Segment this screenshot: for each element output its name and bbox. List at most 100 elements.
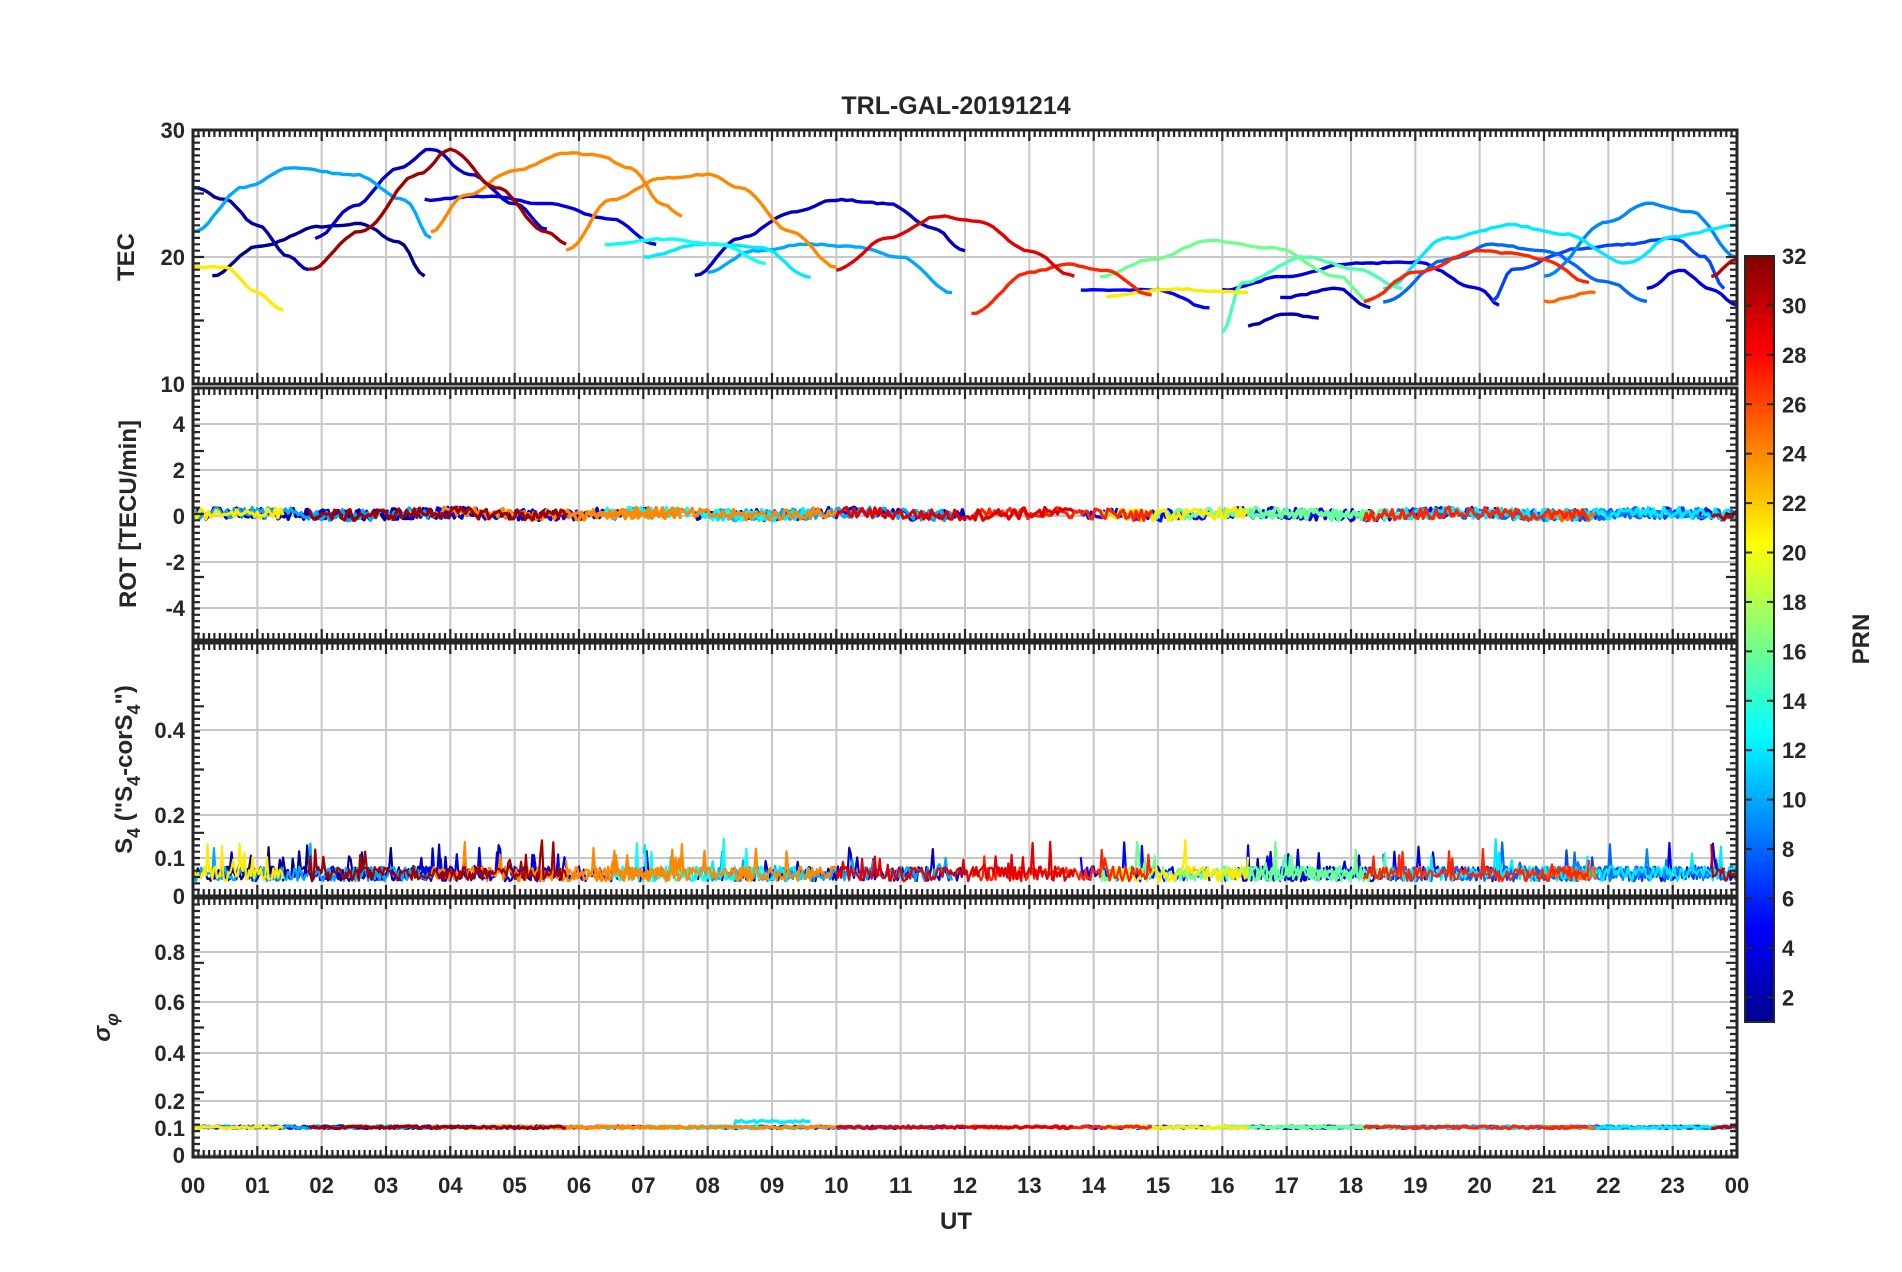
rot-series-prn-27 (970, 506, 1154, 522)
tec-series-prn-27 (1363, 248, 1590, 304)
colorbar-tick-label: 4 (1782, 936, 1795, 961)
colorbar-tick-label: 24 (1782, 442, 1807, 467)
y-axis-label-s4: S4 ("S4-corS4") (111, 685, 144, 854)
s4-series-prn-30 (1710, 844, 1738, 882)
y-tick-label: 30 (161, 118, 185, 143)
tec-series-prn-24 (430, 151, 683, 234)
x-tick-label: 20 (1467, 1173, 1491, 1198)
tec-series-prn-2 (1247, 312, 1319, 328)
series-group-s4 (192, 837, 1739, 883)
panel-rot: -4 -2 0 2 4 ROT [TECU/min] (115, 386, 1739, 642)
sigma_phi-series-prn-27 (1362, 1124, 1589, 1131)
y-tick-label: 0.6 (154, 990, 185, 1015)
colorbar-tick-label: 2 (1782, 985, 1794, 1010)
colorbar-tick-label: 6 (1782, 886, 1794, 911)
rot-series-prn-27 (1362, 505, 1590, 523)
x-axis-label: UT (940, 1208, 972, 1235)
panel-s4: 0 0.1 0.2 0.4 S4 ("S4-corS4") (111, 641, 1739, 909)
y-tick-label: 0 (173, 504, 185, 529)
x-tick-label: 00 (1725, 1173, 1749, 1198)
tec-series-prn-10 (707, 241, 953, 295)
sigma_phi-series-prn-29 (835, 1124, 1074, 1131)
y-tick-label: 0 (173, 884, 185, 909)
rot-series-prn-31 (307, 505, 568, 522)
tec-series-prn-27 (971, 262, 1152, 316)
x-tick-label: 09 (760, 1173, 784, 1198)
axis-minor-ticks (191, 641, 1739, 898)
sigma_phi-series-prn-30 (1711, 1124, 1739, 1131)
y-tick-label: -4 (165, 596, 185, 621)
tec-series-prn-21 (192, 264, 284, 312)
colorbar-tick-label: 28 (1782, 343, 1806, 368)
y-tick-label: 4 (173, 412, 186, 437)
x-tick-label: 00 (181, 1173, 205, 1198)
y-tick-label: 0.4 (154, 718, 185, 743)
tec-series-prn-4 (1646, 268, 1738, 307)
colorbar-tick-label: 12 (1782, 738, 1806, 763)
x-tick-label: 06 (567, 1173, 591, 1198)
colorbar-tick-label: 14 (1782, 689, 1807, 714)
x-tick-label: 16 (1210, 1173, 1234, 1198)
tec-series-prn-31 (308, 147, 567, 271)
axis-minor-ticks (191, 896, 1739, 1159)
y-axis-label-tec: TEC (113, 233, 140, 281)
y-tick-label: 0.4 (154, 1041, 185, 1066)
tec-series-prn-16 (1099, 238, 1371, 304)
tec-series-prn-3 (1280, 286, 1371, 310)
series-group-sigma_phi (192, 1118, 1739, 1131)
series-group-rot (191, 505, 1739, 523)
axis-minor-ticks (191, 386, 1739, 642)
tec-series-prn-12 (1382, 222, 1737, 291)
colorbar-tick-label: 22 (1782, 491, 1806, 516)
x-tick-label: 22 (1596, 1173, 1620, 1198)
chart-title: TRL-GAL-20191214 (841, 92, 1070, 120)
panel-tec: 10 20 30 TEC (113, 118, 1739, 397)
y-tick-label: 0.2 (154, 1089, 185, 1114)
x-tick-label: 18 (1339, 1173, 1363, 1198)
y-tick-label: 0.1 (154, 846, 185, 871)
tec-series-prn-21 (1106, 287, 1249, 299)
tec-series-prn-13 (604, 237, 766, 266)
tec-series-prn-29 (835, 214, 1075, 278)
rot-series-prn-16 (1099, 505, 1371, 523)
series-group-tec (192, 147, 1738, 334)
rot-series-prn-24 (565, 505, 838, 522)
y-axis-label-sigma_phi: σφ (89, 1013, 122, 1042)
colorbar-tick-label: 32 (1782, 244, 1806, 269)
x-tick-label: 01 (245, 1173, 269, 1198)
x-tick-label: 03 (374, 1173, 398, 1198)
colorbar-tick-label: 20 (1782, 541, 1806, 566)
rot-series-prn-21 (1104, 506, 1250, 523)
s4-series-prn-29 (835, 840, 1076, 883)
tec-series-prn-24 (565, 172, 837, 269)
y-tick-label: 20 (161, 245, 185, 270)
y-tick-label: 0.2 (154, 803, 185, 828)
colorbar-label: PRN (1848, 614, 1875, 665)
s4-series-prn-31 (307, 839, 568, 882)
s4-series-prn-24 (565, 843, 838, 883)
y-tick-label: 2 (173, 458, 185, 483)
tec-series-prn-3 (314, 147, 548, 241)
panel-sigma_phi: 00.10.2 0.4 0.6 0.8 σφ (89, 896, 1739, 1168)
y-tick-label: -2 (165, 550, 185, 575)
x-tick-label: 21 (1532, 1173, 1556, 1198)
y-tick-label: 0 (173, 1143, 185, 1168)
x-tick-labels: 00 01 02 03 04 05 06 07 08 09 10 11 12 13 14 15 16 17 18 19… (181, 1173, 1749, 1198)
tec-series-prn-2 (192, 185, 310, 272)
tec-series-prn-4 (1222, 260, 1500, 307)
x-tick-label: 19 (1403, 1173, 1427, 1198)
colorbar-tick-label: 26 (1782, 392, 1806, 417)
sigma_phi-series-prn-24 (565, 1124, 837, 1131)
s4-series-prn-27 (1362, 847, 1591, 883)
y-tick-label: 0.8 (154, 940, 185, 965)
x-tick-label: 08 (695, 1173, 719, 1198)
x-tick-label: 13 (1017, 1173, 1041, 1198)
s4-series-prn-21 (192, 842, 285, 883)
x-tick-label: 17 (1274, 1173, 1298, 1198)
x-tick-label: 07 (631, 1173, 655, 1198)
x-tick-label: 14 (1081, 1173, 1106, 1198)
colorbar-tick-label: 8 (1782, 837, 1794, 862)
tec-series-prn-12 (643, 241, 811, 279)
